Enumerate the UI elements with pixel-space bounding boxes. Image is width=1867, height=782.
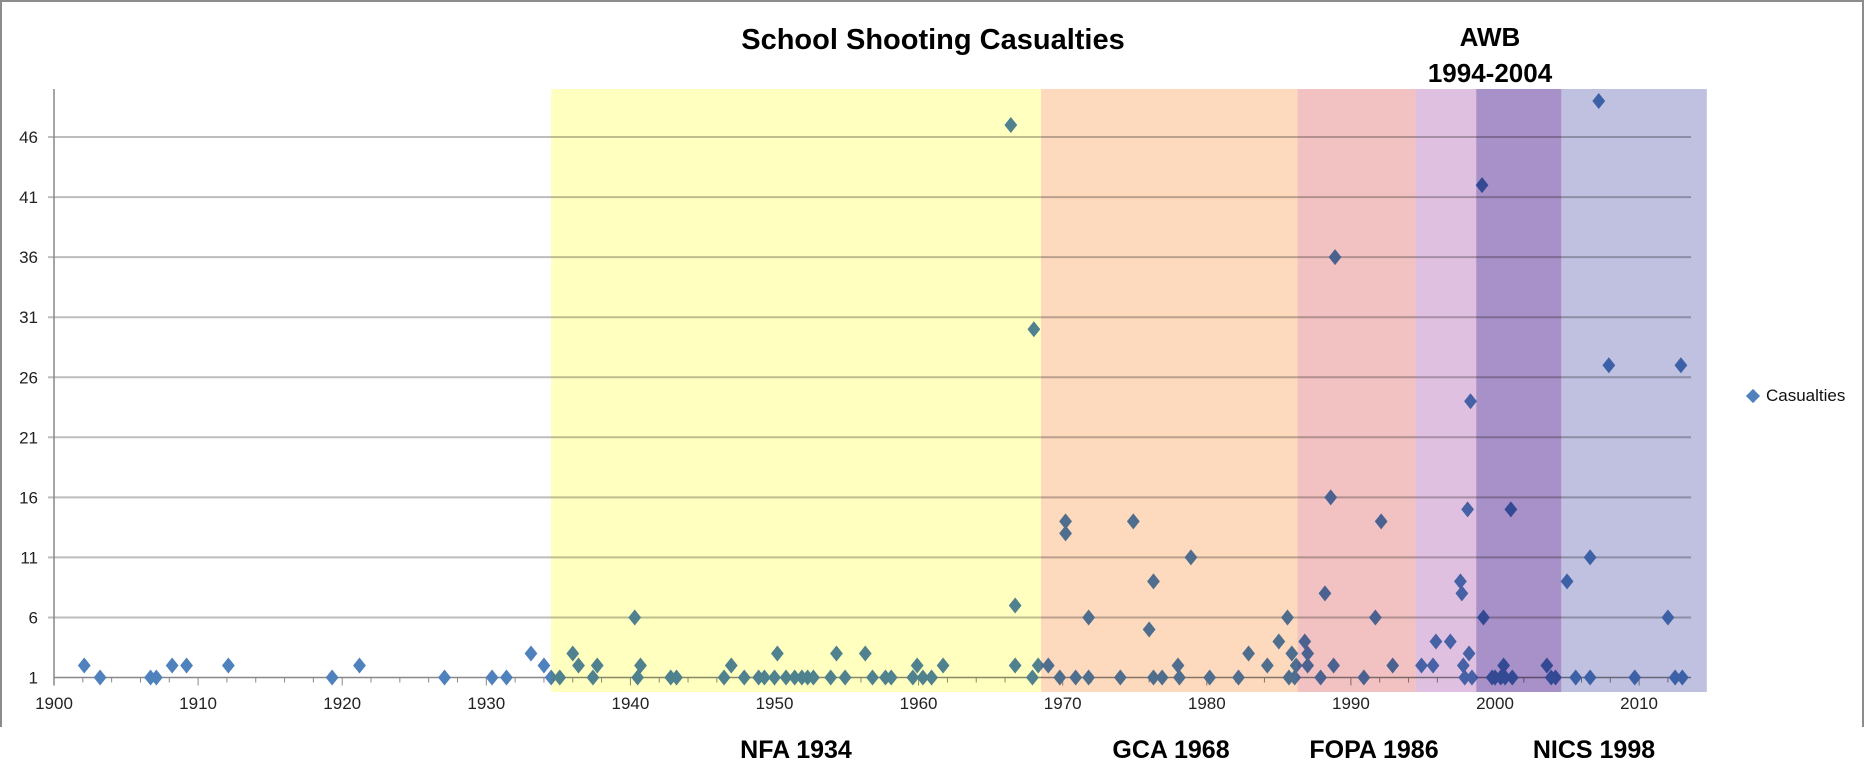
band-label-gca: GCA 1968 bbox=[1112, 736, 1230, 764]
legislation-band bbox=[1476, 89, 1562, 692]
legislation-band bbox=[1297, 89, 1416, 692]
legislation-band bbox=[1561, 89, 1707, 692]
y-tick-label: 6 bbox=[29, 608, 38, 627]
x-tick-label: 1900 bbox=[35, 694, 73, 713]
x-tick-label: 1970 bbox=[1044, 694, 1082, 713]
band-label-nfa: NFA 1934 bbox=[740, 736, 852, 764]
awb-years-annotation: 1994-2004 bbox=[1427, 58, 1553, 88]
x-tick-label: 1940 bbox=[611, 694, 649, 713]
y-tick-label: 16 bbox=[19, 488, 38, 507]
y-tick-label: 11 bbox=[20, 548, 38, 567]
x-tick-label: 2010 bbox=[1620, 694, 1658, 713]
x-tick-label: 1990 bbox=[1332, 694, 1370, 713]
y-tick-label: 26 bbox=[19, 368, 38, 387]
data-point bbox=[438, 669, 451, 686]
legislation-band bbox=[551, 89, 1042, 692]
data-point bbox=[537, 657, 551, 674]
data-point bbox=[485, 669, 499, 686]
data-point bbox=[221, 657, 235, 674]
legend-diamond-icon bbox=[1745, 388, 1761, 404]
x-tick-label: 1930 bbox=[467, 694, 505, 713]
data-point bbox=[500, 669, 513, 686]
legend-label: Casualties bbox=[1766, 386, 1846, 405]
band-label-fopa: FOPA 1986 bbox=[1309, 736, 1439, 764]
y-tick-label: 41 bbox=[19, 188, 38, 207]
y-tick-label: 21 bbox=[19, 428, 38, 447]
x-tick-label: 1910 bbox=[179, 694, 217, 713]
data-point bbox=[353, 657, 366, 674]
y-tick-label: 46 bbox=[19, 128, 38, 147]
x-tick-label: 1980 bbox=[1188, 694, 1226, 713]
y-tick-label: 1 bbox=[29, 669, 38, 688]
legend: Casualties bbox=[1745, 386, 1846, 406]
x-tick-label: 2000 bbox=[1476, 694, 1514, 713]
awb-annotation: AWB bbox=[1459, 22, 1521, 52]
x-tick-label: 1920 bbox=[323, 694, 361, 713]
y-tick-label: 31 bbox=[19, 308, 38, 327]
data-point bbox=[77, 657, 91, 674]
data-point bbox=[325, 669, 339, 686]
data-point bbox=[93, 669, 107, 686]
x-tick-label: 1960 bbox=[900, 694, 938, 713]
legislation-band bbox=[1415, 89, 1477, 692]
band-label-nics: NICS 1998 bbox=[1532, 736, 1656, 764]
chart-border bbox=[0, 0, 1864, 727]
legislation-band bbox=[1041, 89, 1298, 692]
data-point bbox=[149, 669, 163, 686]
data-point bbox=[165, 657, 179, 674]
data-point bbox=[524, 645, 538, 662]
x-tick-label: 1950 bbox=[756, 694, 794, 713]
y-tick-label: 36 bbox=[19, 248, 38, 267]
chart-title: School Shooting Casualties bbox=[741, 24, 1125, 56]
data-point bbox=[180, 657, 193, 674]
